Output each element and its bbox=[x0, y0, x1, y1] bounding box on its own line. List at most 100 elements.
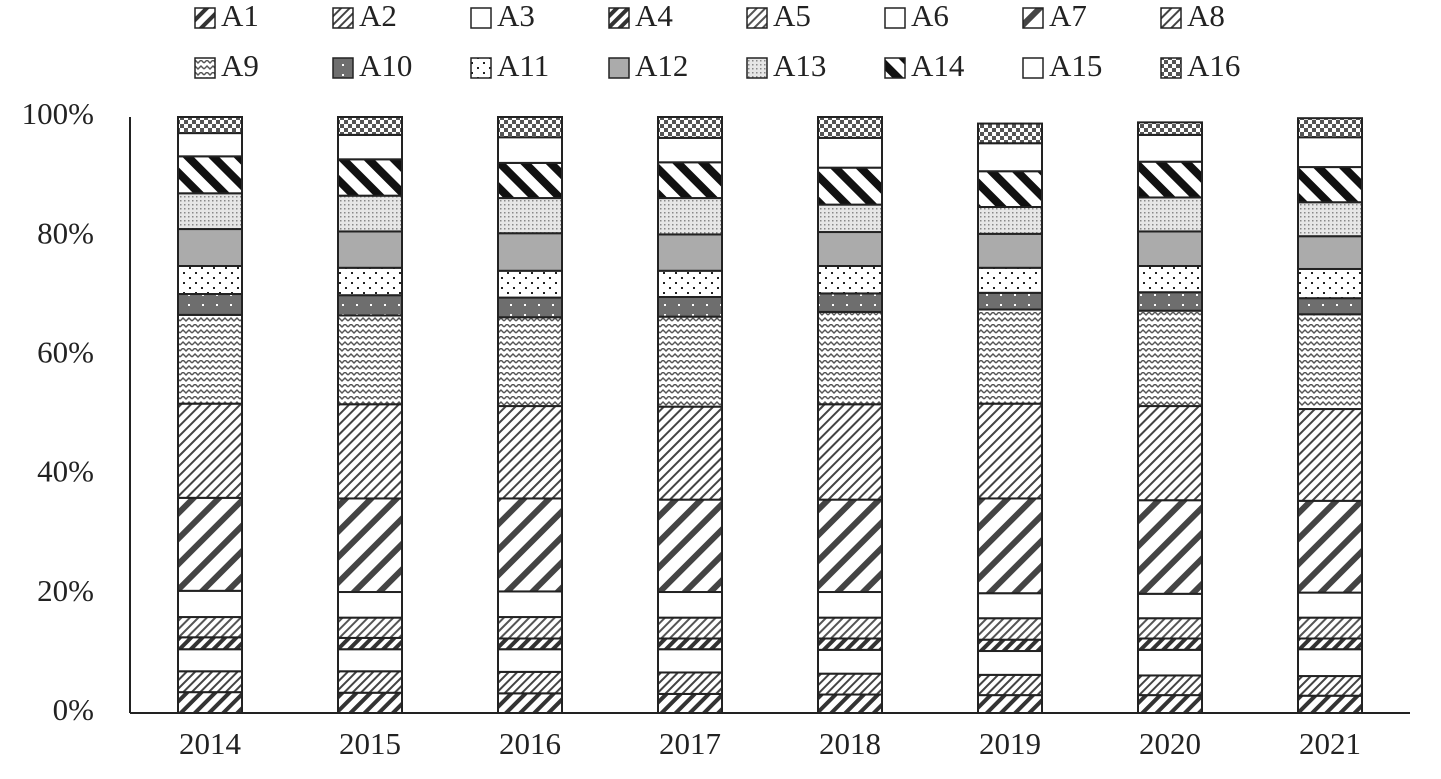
legend-label: A7 bbox=[1049, 0, 1087, 33]
x-tick-label: 2016 bbox=[499, 726, 561, 761]
bar-segment bbox=[657, 591, 723, 619]
bar-segment bbox=[817, 116, 883, 139]
legend-label: A16 bbox=[1187, 48, 1240, 83]
legend-label: A13 bbox=[773, 48, 826, 83]
bar-segment bbox=[657, 692, 723, 714]
bar-segment bbox=[657, 161, 723, 200]
bar-segment bbox=[657, 616, 723, 640]
legend-swatch bbox=[746, 57, 768, 79]
bar-segment bbox=[657, 637, 723, 651]
bar-segment bbox=[977, 673, 1043, 697]
bar-segment bbox=[1137, 291, 1203, 312]
bar-segment bbox=[497, 269, 563, 299]
bar-segment bbox=[977, 694, 1043, 714]
bar-segment bbox=[337, 691, 403, 715]
legend-label: A15 bbox=[1049, 48, 1102, 83]
bar-segment bbox=[337, 616, 403, 639]
legend-swatch bbox=[470, 7, 492, 29]
bar-segment bbox=[497, 161, 563, 200]
bar-segment bbox=[817, 265, 883, 295]
bar-segment bbox=[1297, 267, 1363, 300]
bar-segment bbox=[1297, 591, 1363, 619]
bar-segment bbox=[817, 616, 883, 640]
bar-segment bbox=[1297, 648, 1363, 678]
bar-segment bbox=[1297, 166, 1363, 204]
bar-segment bbox=[1137, 309, 1203, 408]
bar-segment bbox=[1137, 121, 1203, 136]
bar-segment bbox=[977, 205, 1043, 235]
bar-segment bbox=[177, 616, 243, 639]
bar-segment bbox=[177, 313, 243, 405]
legend-swatch bbox=[1022, 57, 1044, 79]
bar-segment bbox=[657, 233, 723, 272]
bar-segment bbox=[1297, 313, 1363, 411]
bar-segment bbox=[337, 133, 403, 161]
bar-segment bbox=[497, 692, 563, 714]
legend-swatch bbox=[608, 57, 630, 79]
bar-segment bbox=[657, 136, 723, 164]
legend-swatch bbox=[1160, 57, 1182, 79]
legend-label: A14 bbox=[911, 48, 965, 83]
bar-segment bbox=[1137, 674, 1203, 697]
bar-segment bbox=[497, 648, 563, 673]
bar-segment bbox=[1297, 117, 1363, 139]
bar-segment bbox=[1137, 617, 1203, 640]
bar-segment bbox=[977, 617, 1043, 641]
bar-segment bbox=[1137, 694, 1203, 714]
bar-segment bbox=[657, 405, 723, 501]
legend-swatch bbox=[470, 57, 492, 79]
bar-segment bbox=[657, 269, 723, 298]
bar-segment bbox=[657, 498, 723, 594]
legend-label: A8 bbox=[1187, 0, 1225, 33]
bar-segment bbox=[337, 230, 403, 269]
bar-segment bbox=[1137, 648, 1203, 677]
bar-segment bbox=[817, 231, 883, 267]
bar-segment bbox=[817, 672, 883, 696]
bar-segment bbox=[177, 132, 243, 158]
bar-segment bbox=[177, 402, 243, 499]
bar-segment bbox=[1297, 136, 1363, 169]
bar-segment bbox=[177, 116, 243, 135]
legend-label: A2 bbox=[359, 0, 397, 33]
bar-segment bbox=[177, 155, 243, 195]
y-tick-label: 20% bbox=[37, 573, 94, 608]
bar-segment bbox=[337, 670, 403, 694]
bar-segment bbox=[177, 691, 243, 715]
x-tick-label: 2014 bbox=[179, 726, 242, 761]
bar-segment bbox=[1297, 499, 1363, 594]
y-tick-label: 40% bbox=[37, 454, 94, 489]
bar-segment bbox=[657, 197, 723, 236]
bar-segment bbox=[977, 638, 1043, 653]
bar-segment bbox=[1297, 616, 1363, 640]
bar-segment bbox=[497, 590, 563, 619]
legend-label: A5 bbox=[773, 0, 811, 33]
bar-segment bbox=[977, 291, 1043, 311]
bar-segment bbox=[1297, 694, 1363, 715]
legend-swatch bbox=[194, 7, 216, 29]
bar-segment bbox=[337, 266, 403, 297]
bar-segment bbox=[1137, 405, 1203, 502]
bar-segment bbox=[497, 405, 563, 500]
legend-label: A1 bbox=[221, 0, 259, 33]
bar-segment bbox=[1137, 230, 1203, 268]
bar-segment bbox=[977, 232, 1043, 269]
bar-segment bbox=[817, 166, 883, 206]
bar-segment bbox=[1137, 196, 1203, 233]
bar-segment bbox=[657, 648, 723, 674]
bar-segment bbox=[337, 403, 403, 500]
legend-swatch bbox=[746, 7, 768, 29]
bar-segment bbox=[817, 591, 883, 619]
bar-segment bbox=[1137, 133, 1203, 163]
legend-swatch bbox=[608, 7, 630, 29]
legend-label: A4 bbox=[635, 0, 673, 33]
bar-segment bbox=[337, 497, 403, 594]
bar-segment bbox=[337, 591, 403, 619]
y-tick-label: 60% bbox=[37, 335, 94, 370]
bar-segment bbox=[1137, 499, 1203, 595]
bar-segment bbox=[337, 116, 403, 136]
bar-segment bbox=[177, 636, 243, 651]
bar-segment bbox=[657, 315, 723, 408]
bar-segment bbox=[817, 498, 883, 594]
bar-segment bbox=[977, 402, 1043, 500]
